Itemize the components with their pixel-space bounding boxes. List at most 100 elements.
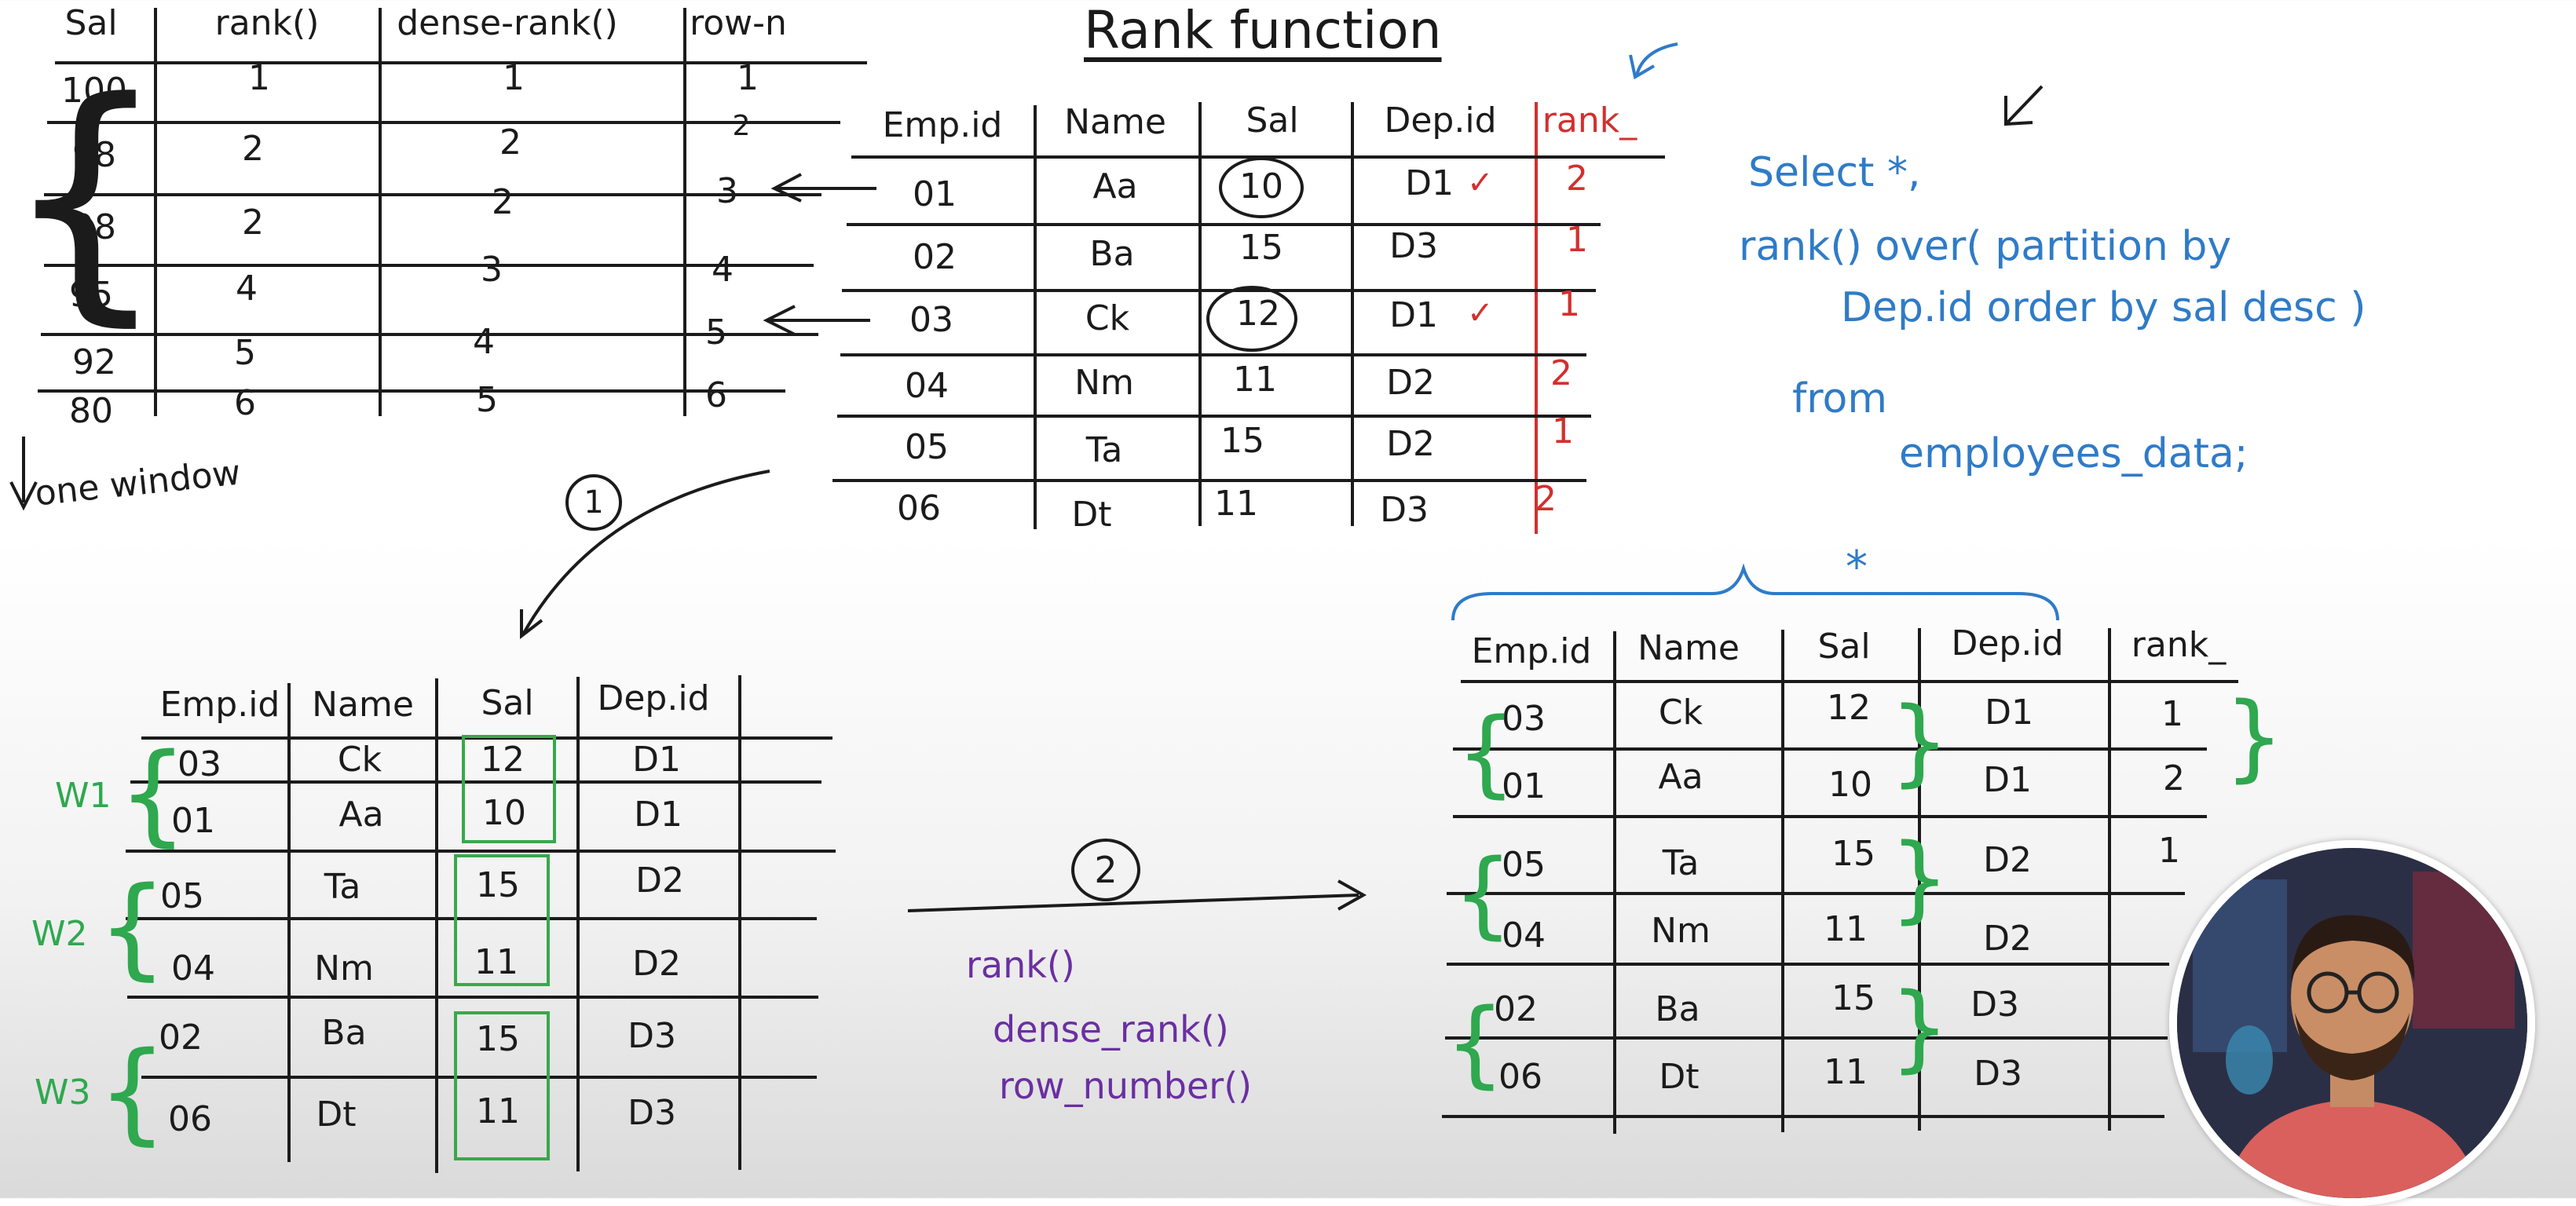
main-cell: Aa bbox=[1092, 166, 1138, 206]
function-rank: rank() bbox=[966, 944, 1075, 986]
result-cell: 04 bbox=[1502, 915, 1546, 956]
result-cell: 1 bbox=[2158, 831, 2180, 871]
window-cell: 02 bbox=[159, 1018, 203, 1058]
window-header: Sal bbox=[481, 683, 534, 723]
main-header: Emp.id bbox=[882, 105, 1003, 145]
result-cell: D3 bbox=[1974, 1054, 2022, 1094]
comparison-cell: 6 bbox=[234, 383, 256, 423]
main-table: Emp.id Name Sal Dep.id rank_ 01 Aa 10 D1… bbox=[832, 94, 1681, 535]
comparison-cell: 2 bbox=[242, 129, 264, 169]
sql-line-4: from bbox=[1792, 375, 1888, 422]
comparison-header: row-n bbox=[690, 3, 787, 43]
result-header: Sal bbox=[1817, 627, 1871, 667]
result-header: Name bbox=[1637, 628, 1740, 668]
result-cell: Aa bbox=[1658, 757, 1703, 797]
one-window-label: one window bbox=[33, 452, 243, 514]
main-cell: Ta bbox=[1085, 430, 1123, 470]
result-cell: Ck bbox=[1658, 693, 1703, 733]
comparison-cell: 3 bbox=[481, 250, 503, 290]
comparison-cell: 1 bbox=[503, 58, 525, 98]
presenter-webcam bbox=[2169, 840, 2535, 1206]
main-cell: 05 bbox=[905, 427, 949, 467]
window-cell: 11 bbox=[474, 942, 518, 982]
result-cell: 12 bbox=[1827, 688, 1871, 728]
window-sal-box bbox=[454, 854, 550, 986]
main-cell: 15 bbox=[1220, 421, 1264, 461]
window-cell: Aa bbox=[338, 795, 384, 835]
result-cell: 11 bbox=[1824, 909, 1868, 949]
result-cell: Dt bbox=[1659, 1057, 1700, 1097]
comparison-cell: 4 bbox=[473, 322, 495, 362]
comparison-cell: 80 bbox=[69, 391, 113, 431]
result-cell: 02 bbox=[1494, 989, 1538, 1029]
comparison-cell: 1 bbox=[737, 58, 759, 98]
main-cell: Nm bbox=[1074, 363, 1134, 403]
comparison-cell: 2 bbox=[499, 122, 521, 163]
window-cell: 12 bbox=[481, 740, 525, 780]
result-cell: 10 bbox=[1828, 765, 1872, 805]
check-icon: ✓ bbox=[1467, 165, 1494, 201]
window-cell: 01 bbox=[171, 801, 215, 841]
window-cell: 15 bbox=[476, 1019, 520, 1059]
comparison-cell: 98 bbox=[72, 135, 116, 175]
main-cell: 02 bbox=[913, 237, 957, 277]
comparison-cell: 2 bbox=[242, 203, 264, 243]
window-cell: D1 bbox=[634, 795, 682, 835]
step-2-number: 2 bbox=[1094, 849, 1118, 891]
highlight-circle bbox=[1206, 286, 1297, 352]
window-cell: D3 bbox=[628, 1093, 676, 1133]
main-header: Name bbox=[1064, 102, 1166, 142]
window-cell: 10 bbox=[482, 793, 526, 833]
result-brace: } bbox=[1890, 824, 1950, 934]
result-cell: 06 bbox=[1498, 1057, 1542, 1097]
main-cell: D3 bbox=[1389, 226, 1438, 266]
result-cell: 15 bbox=[1831, 978, 1875, 1018]
main-cell: Ck bbox=[1085, 298, 1130, 338]
main-cell: D2 bbox=[1386, 363, 1435, 403]
result-cell: Ba bbox=[1655, 989, 1700, 1029]
result-cell: 01 bbox=[1502, 766, 1546, 806]
result-brace: } bbox=[2224, 683, 2285, 792]
result-cell: Ta bbox=[1662, 843, 1700, 883]
window-cell: Nm bbox=[314, 948, 374, 989]
window-cell: D1 bbox=[632, 740, 681, 780]
comparison-cell: 2 bbox=[492, 182, 514, 222]
comparison-cell: 5 bbox=[705, 312, 727, 353]
result-brace: { bbox=[1445, 989, 1506, 1098]
window-table: Emp.id Name Sal Dep.id 03 Ck 12 D1 01 Aa… bbox=[126, 667, 848, 1173]
result-cell: D1 bbox=[1983, 760, 2032, 800]
brace-w1: { bbox=[118, 730, 188, 858]
window-cell: 04 bbox=[171, 948, 215, 989]
step-1-label: 1 bbox=[565, 474, 622, 531]
sql-line-3: Dep.id order by sal desc ) bbox=[1841, 284, 2366, 331]
main-header: Dep.id bbox=[1384, 100, 1497, 141]
window-label-w3: W3 bbox=[35, 1073, 91, 1113]
comparison-cell: 92 bbox=[72, 342, 116, 382]
function-dense-rank: dense_rank() bbox=[993, 1008, 1229, 1051]
window-sal-box bbox=[462, 735, 556, 843]
function-row-number: row_number() bbox=[999, 1065, 1253, 1107]
window-cell: Dt bbox=[316, 1095, 357, 1135]
comparison-cell: 4 bbox=[236, 269, 258, 309]
window-label-w2: W2 bbox=[31, 914, 88, 954]
window-header: Name bbox=[312, 685, 414, 725]
main-cell: D3 bbox=[1380, 490, 1429, 530]
main-cell: 01 bbox=[913, 174, 957, 214]
result-cell: D1 bbox=[1985, 693, 2033, 733]
window-cell: 06 bbox=[168, 1099, 212, 1139]
result-brace: } bbox=[1890, 974, 1950, 1083]
comparison-cell: 98 bbox=[72, 207, 116, 247]
window-cell: Ta bbox=[324, 867, 361, 907]
result-header: rank_ bbox=[2131, 625, 2227, 665]
window-label-w1: W1 bbox=[55, 776, 112, 816]
result-asterisk: * bbox=[1846, 542, 1868, 593]
main-cell: Ba bbox=[1089, 234, 1135, 274]
window-cell: D3 bbox=[628, 1016, 676, 1056]
main-rank-cell: 1 bbox=[1558, 284, 1580, 324]
window-cell: D2 bbox=[635, 861, 684, 901]
window-cell: Ba bbox=[321, 1013, 367, 1053]
sql-line-5: employees_data; bbox=[1899, 430, 2249, 477]
main-cell: D1 bbox=[1405, 163, 1454, 203]
comparison-cell: 3 bbox=[716, 171, 738, 211]
